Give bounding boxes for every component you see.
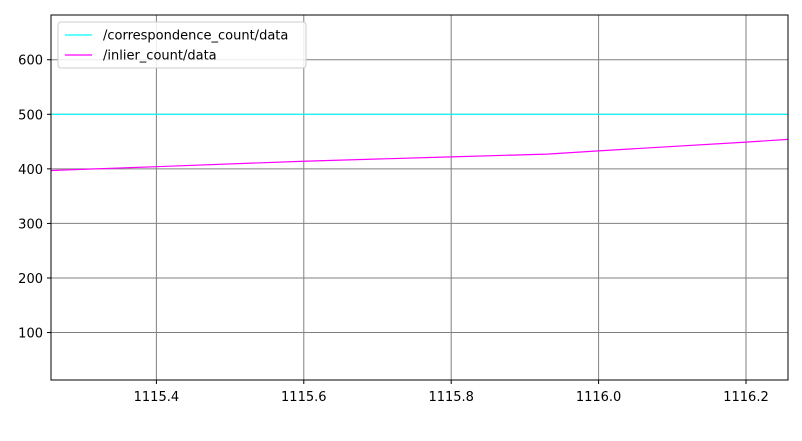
plot-background — [51, 15, 788, 380]
x-tick-label: 1115.8 — [428, 390, 474, 405]
plot-frame — [50, 14, 789, 381]
x-tick-label: 1115.4 — [134, 390, 180, 405]
y-tick-label: 500 — [18, 108, 43, 123]
y-tick-label: 600 — [18, 54, 43, 69]
x-tick-label: 1116.2 — [723, 390, 769, 405]
legend-label: /inlier_count/data — [103, 49, 217, 64]
x-tick-label: 1116.0 — [576, 390, 622, 405]
series-line-1 — [50, 138, 789, 172]
legend-label: /correspondence_count/data — [103, 29, 288, 44]
series-lines — [50, 113, 789, 172]
x-tick-label: 1115.6 — [281, 390, 327, 405]
legend: /correspondence_count/data/inlier_count/… — [57, 21, 307, 69]
axis-ticks: 1115.4 1115.6 1115.8 1116.0 1116.2 100 200 300 4… — [18, 54, 769, 405]
y-tick-label: 300 — [18, 217, 43, 232]
y-tick-label: 100 — [18, 327, 43, 342]
legend-box — [57, 21, 307, 69]
y-tick-label: 200 — [18, 272, 43, 287]
y-tick-label: 400 — [18, 163, 43, 178]
